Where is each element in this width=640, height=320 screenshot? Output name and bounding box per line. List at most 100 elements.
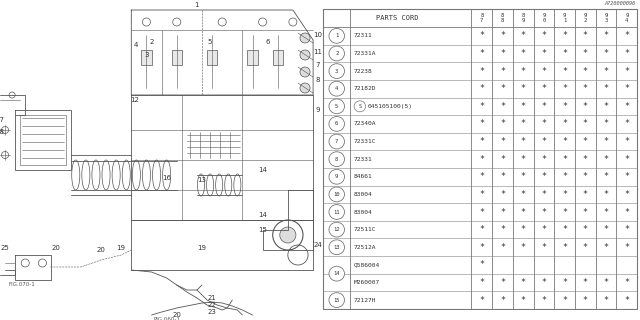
Text: *: * — [583, 49, 588, 58]
Text: 72331A: 72331A — [354, 51, 376, 56]
Circle shape — [354, 101, 365, 112]
Text: 84661: 84661 — [354, 174, 373, 179]
Text: *: * — [624, 172, 629, 181]
Text: *: * — [521, 190, 525, 199]
Text: 72127H: 72127H — [354, 298, 376, 303]
Text: *: * — [521, 119, 525, 128]
Text: *: * — [500, 296, 505, 305]
Text: *: * — [541, 155, 547, 164]
Text: 83004: 83004 — [354, 210, 373, 214]
Text: 7: 7 — [335, 139, 339, 144]
Text: *: * — [521, 84, 525, 93]
Bar — [248, 50, 257, 65]
Text: *: * — [521, 172, 525, 181]
Text: 9
2: 9 2 — [584, 13, 587, 23]
Circle shape — [329, 187, 344, 202]
Text: 045105100(5): 045105100(5) — [368, 104, 413, 109]
Text: M260007: M260007 — [354, 280, 380, 285]
Text: *: * — [479, 84, 484, 93]
Text: *: * — [479, 278, 484, 287]
Text: *: * — [604, 207, 609, 217]
Text: *: * — [521, 225, 525, 234]
Text: 15: 15 — [333, 298, 340, 303]
Text: 22: 22 — [208, 302, 216, 308]
Text: *: * — [562, 31, 567, 40]
Text: *: * — [500, 172, 505, 181]
Text: 20: 20 — [51, 245, 60, 251]
Text: *: * — [624, 137, 629, 146]
Text: *: * — [562, 119, 567, 128]
Text: *: * — [624, 155, 629, 164]
Text: 20: 20 — [172, 312, 181, 318]
Text: *: * — [541, 137, 547, 146]
Bar — [141, 50, 152, 65]
Text: 14: 14 — [258, 167, 267, 173]
Text: *: * — [479, 207, 484, 217]
Text: 8: 8 — [316, 77, 321, 83]
Text: *: * — [624, 190, 629, 199]
Text: *: * — [479, 137, 484, 146]
Text: *: * — [541, 67, 547, 76]
Circle shape — [329, 240, 344, 255]
Text: *: * — [624, 207, 629, 217]
Text: 6: 6 — [335, 121, 339, 126]
Text: *: * — [583, 119, 588, 128]
Text: *: * — [479, 155, 484, 164]
Text: *: * — [583, 278, 588, 287]
Text: *: * — [583, 190, 588, 199]
Circle shape — [329, 64, 344, 78]
Text: 18: 18 — [0, 129, 4, 135]
Text: 8
8: 8 8 — [501, 13, 504, 23]
Text: 72238: 72238 — [354, 68, 373, 74]
Text: *: * — [604, 137, 609, 146]
Text: 7: 7 — [316, 62, 321, 68]
Text: PARTS CORD: PARTS CORD — [376, 15, 419, 21]
Text: S: S — [358, 104, 361, 109]
Text: 9: 9 — [335, 174, 339, 179]
Text: *: * — [479, 225, 484, 234]
Text: 9
3: 9 3 — [604, 13, 607, 23]
Text: FIG.070-1: FIG.070-1 — [8, 283, 35, 287]
Text: *: * — [583, 31, 588, 40]
Text: *: * — [583, 225, 588, 234]
Text: *: * — [562, 243, 567, 252]
Text: *: * — [583, 155, 588, 164]
Circle shape — [329, 222, 344, 237]
Text: 3: 3 — [144, 52, 148, 58]
Text: *: * — [624, 278, 629, 287]
Text: *: * — [624, 31, 629, 40]
Text: 9: 9 — [316, 107, 321, 113]
Text: *: * — [541, 31, 547, 40]
Text: 19: 19 — [198, 245, 207, 251]
Text: 12: 12 — [130, 97, 139, 103]
Text: *: * — [541, 296, 547, 305]
Text: *: * — [604, 31, 609, 40]
Circle shape — [329, 81, 344, 96]
Text: *: * — [500, 137, 505, 146]
Text: *: * — [500, 155, 505, 164]
Text: *: * — [604, 84, 609, 93]
Text: 11: 11 — [333, 210, 340, 214]
Bar — [172, 50, 182, 65]
Text: 17: 17 — [0, 117, 4, 123]
Text: *: * — [500, 278, 505, 287]
Text: *: * — [562, 67, 567, 76]
Circle shape — [329, 266, 344, 281]
Text: *: * — [521, 243, 525, 252]
Text: *: * — [604, 172, 609, 181]
Text: 3: 3 — [335, 68, 339, 74]
Text: *: * — [479, 119, 484, 128]
Text: 12: 12 — [333, 227, 340, 232]
Text: *: * — [541, 207, 547, 217]
Text: *: * — [583, 207, 588, 217]
Text: 24: 24 — [314, 242, 323, 248]
Text: *: * — [541, 84, 547, 93]
Text: 83004: 83004 — [354, 192, 373, 197]
Text: *: * — [479, 102, 484, 111]
Text: *: * — [500, 207, 505, 217]
Text: *: * — [624, 102, 629, 111]
Text: *: * — [500, 31, 505, 40]
Bar — [273, 50, 283, 65]
Text: *: * — [500, 67, 505, 76]
Circle shape — [329, 46, 344, 61]
